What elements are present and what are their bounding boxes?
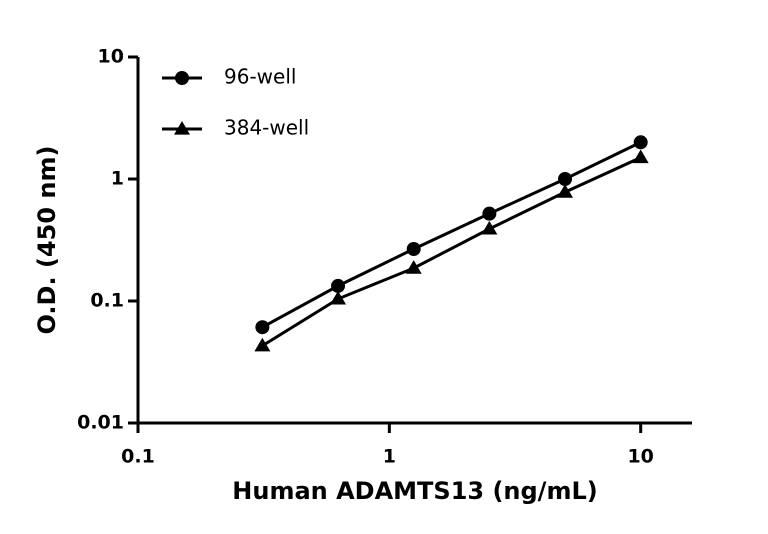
series-line xyxy=(261,140,642,329)
marker xyxy=(405,260,422,274)
series-line xyxy=(261,156,642,347)
marker xyxy=(254,337,271,352)
legend-label: 384-well xyxy=(224,116,309,140)
marker xyxy=(632,149,649,164)
y-tick-label: 0.01 xyxy=(77,412,124,434)
marker xyxy=(557,184,574,198)
marker xyxy=(558,172,573,186)
marker xyxy=(482,206,497,221)
legend-marker xyxy=(175,71,189,85)
x-tick-label: 0.1 xyxy=(121,446,155,468)
legend-marker xyxy=(174,121,190,135)
y-tick-label: 10 xyxy=(98,46,124,68)
y-tick-label: 1 xyxy=(111,168,124,190)
y-tick-label: 0.1 xyxy=(90,290,124,312)
marker xyxy=(331,278,346,293)
x-axis-title: Human ADAMTS13 (ng/mL) xyxy=(232,477,597,505)
x-tick-label: 10 xyxy=(627,446,653,468)
marker xyxy=(255,320,270,335)
y-axis-title: O.D. (450 nm) xyxy=(33,146,61,335)
marker xyxy=(406,241,421,256)
marker xyxy=(330,290,347,305)
marker xyxy=(481,220,498,235)
marker xyxy=(633,135,648,150)
legend-label: 96-well xyxy=(224,65,296,89)
x-tick-label: 1 xyxy=(383,446,396,468)
